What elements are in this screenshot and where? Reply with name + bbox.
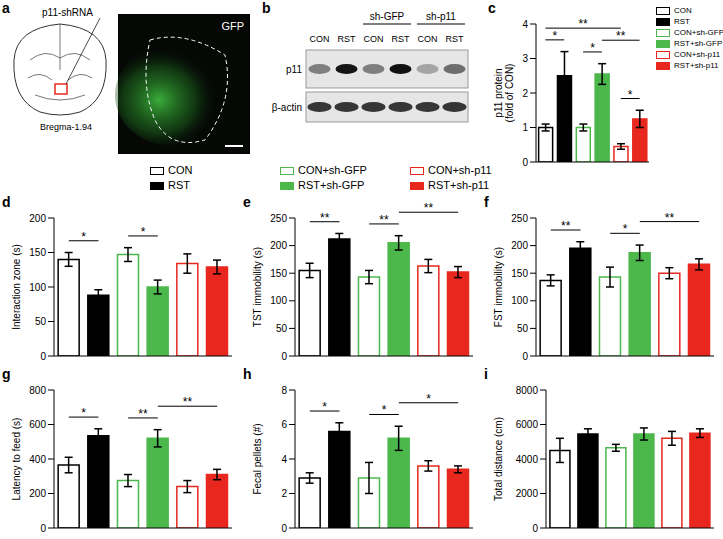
svg-text:Total distance (cm): Total distance (cm): [493, 417, 504, 501]
html-text:b: b: [262, 0, 271, 16]
svg-text:*: *: [590, 41, 595, 55]
svg-text:*: *: [426, 392, 431, 406]
html-text:e: e: [243, 194, 251, 210]
html-text:CON+sh-GFP: CON+sh-GFP: [298, 164, 367, 176]
html-text:RST+sh-p11: RST+sh-p11: [674, 61, 719, 70]
svg-text:200: 200: [29, 488, 46, 499]
svg-text:Latency to feed (s): Latency to feed (s): [11, 418, 22, 501]
svg-text:*: *: [81, 230, 86, 244]
svg-text:2000: 2000: [516, 488, 539, 499]
svg-text:CON: CON: [310, 34, 330, 44]
svg-text:TST immobility (s): TST immobility (s): [252, 247, 263, 327]
svg-text:0: 0: [522, 351, 528, 362]
html-text:RST: RST: [674, 17, 690, 26]
html-text:CON+sh-p11: CON+sh-p11: [428, 164, 492, 176]
html-text:CON: CON: [674, 6, 692, 15]
html-text:a: a: [2, 0, 10, 16]
html-text:c: c: [488, 0, 496, 16]
svg-text:*: *: [141, 225, 146, 239]
svg-text:100: 100: [29, 282, 46, 293]
svg-text:*: *: [623, 222, 628, 236]
svg-text:4: 4: [281, 454, 287, 465]
svg-text:600: 600: [29, 419, 46, 430]
svg-text:Fecal pellets (#): Fecal pellets (#): [252, 423, 263, 494]
svg-text:Bregma-1.94: Bregma-1.94: [40, 122, 92, 132]
svg-text:2: 2: [522, 88, 528, 99]
svg-text:800: 800: [29, 385, 46, 396]
svg-text:RST: RST: [338, 34, 357, 44]
svg-text:4000: 4000: [516, 454, 539, 465]
svg-text:150: 150: [270, 268, 287, 279]
svg-text:FST immobility (s): FST immobility (s): [493, 247, 504, 327]
svg-text:250: 250: [511, 213, 528, 224]
svg-text:p11-shRNA: p11-shRNA: [42, 7, 93, 18]
html-text:d: d: [2, 194, 11, 210]
svg-text:**: **: [183, 395, 193, 409]
svg-text:0: 0: [532, 523, 538, 534]
svg-text:**: **: [616, 29, 626, 43]
svg-text:GFP: GFP: [221, 20, 244, 32]
svg-text:RST: RST: [446, 34, 465, 44]
svg-text:*: *: [552, 29, 557, 43]
svg-text:0: 0: [40, 523, 46, 534]
svg-text:200: 200: [511, 240, 528, 251]
html-text:CON: CON: [168, 164, 193, 176]
html-text:RST: RST: [168, 179, 190, 191]
svg-text:**: **: [424, 201, 434, 215]
svg-text:**: **: [665, 211, 675, 225]
svg-text:0: 0: [40, 351, 46, 362]
svg-text:200: 200: [270, 240, 287, 251]
svg-text:0: 0: [522, 157, 528, 168]
svg-text:sh-GFP: sh-GFP: [370, 11, 405, 22]
svg-text:*: *: [628, 88, 633, 102]
svg-text:*: *: [382, 403, 387, 417]
svg-text:CON: CON: [364, 34, 384, 44]
svg-text:*: *: [322, 400, 327, 414]
svg-text:200: 200: [29, 213, 46, 224]
svg-text:250: 250: [270, 213, 287, 224]
svg-text:3: 3: [522, 53, 528, 64]
html-text:i: i: [484, 366, 488, 382]
svg-text:*: *: [81, 406, 86, 420]
svg-text:2: 2: [281, 488, 287, 499]
svg-text:8: 8: [281, 385, 287, 396]
svg-text:0: 0: [281, 523, 287, 534]
svg-text:50: 50: [35, 316, 47, 327]
svg-text:**: **: [561, 219, 571, 233]
svg-text:β-actin: β-actin: [272, 102, 302, 113]
svg-text:**: **: [578, 17, 588, 31]
html-text:RST+sh-p11: RST+sh-p11: [428, 179, 490, 191]
svg-text:0: 0: [281, 351, 287, 362]
svg-text:CON: CON: [418, 34, 438, 44]
svg-text:100: 100: [511, 295, 528, 306]
svg-text:6000: 6000: [516, 419, 539, 430]
svg-text:150: 150: [29, 247, 46, 258]
svg-text:50: 50: [517, 323, 529, 334]
svg-text:6: 6: [281, 419, 287, 430]
svg-text:50: 50: [276, 323, 288, 334]
html-text:CON+sh-GFP: CON+sh-GFP: [674, 28, 723, 37]
html-text:g: g: [2, 366, 11, 382]
svg-text:Interaction zone (s): Interaction zone (s): [11, 244, 22, 330]
svg-text:**: **: [320, 211, 330, 225]
svg-text:100: 100: [270, 295, 287, 306]
svg-text:(fold of CON): (fold of CON): [504, 64, 515, 123]
svg-text:8000: 8000: [516, 385, 539, 396]
svg-text:150: 150: [511, 268, 528, 279]
svg-text:sh-p11: sh-p11: [426, 11, 456, 22]
svg-text:p11 protein: p11 protein: [493, 68, 504, 117]
svg-text:**: **: [379, 213, 389, 227]
svg-text:1: 1: [522, 122, 528, 133]
html-text:h: h: [243, 366, 252, 382]
html-text:RST+sh-GFP: RST+sh-GFP: [674, 39, 723, 48]
svg-text:RST: RST: [392, 34, 411, 44]
html-text:f: f: [484, 194, 489, 210]
svg-text:400: 400: [29, 454, 46, 465]
html-text:RST+sh-GFP: RST+sh-GFP: [298, 179, 365, 191]
svg-text:**: **: [138, 407, 148, 421]
svg-text:p11: p11: [286, 64, 302, 75]
html-text:CON+sh-p11: CON+sh-p11: [674, 50, 721, 59]
svg-text:4: 4: [522, 19, 528, 30]
